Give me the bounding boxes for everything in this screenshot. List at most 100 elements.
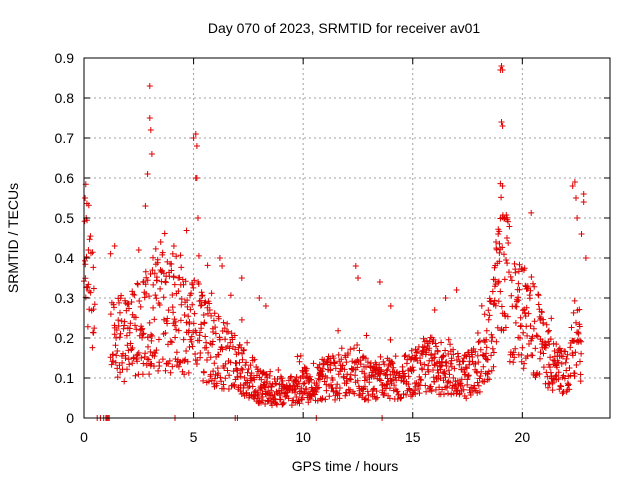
data-point bbox=[343, 389, 350, 396]
data-point bbox=[490, 349, 497, 356]
data-point bbox=[275, 367, 282, 373]
plot-frame bbox=[83, 57, 611, 419]
data-point bbox=[142, 350, 149, 357]
data-point bbox=[543, 342, 549, 349]
data-point bbox=[201, 299, 208, 306]
data-point bbox=[559, 390, 566, 397]
data-point bbox=[512, 345, 519, 352]
data-point bbox=[222, 375, 229, 382]
data-point bbox=[418, 377, 425, 384]
data-point bbox=[478, 368, 485, 375]
y-tick-label: 0.9 bbox=[55, 50, 75, 66]
data-point bbox=[531, 318, 538, 325]
data-point bbox=[539, 338, 546, 345]
data-point bbox=[511, 354, 518, 361]
data-point bbox=[115, 323, 122, 329]
data-point bbox=[195, 281, 202, 287]
data-point bbox=[453, 287, 460, 293]
data-point bbox=[143, 362, 150, 368]
data-point bbox=[491, 297, 498, 304]
data-point bbox=[121, 318, 128, 325]
axis-ticks: 0 0.1 0.2 0.3 0.4 0.5 0.6 0.7 0.8 0.9 0 5 10 15 20 bbox=[55, 50, 610, 445]
data-point bbox=[226, 345, 233, 352]
data-point bbox=[374, 394, 381, 401]
data-point bbox=[389, 360, 396, 367]
data-point bbox=[297, 352, 304, 359]
data-point bbox=[90, 329, 97, 336]
data-point bbox=[215, 351, 222, 358]
data-point bbox=[278, 375, 285, 382]
data-point bbox=[568, 324, 575, 331]
data-point bbox=[184, 303, 191, 310]
data-point bbox=[483, 344, 490, 351]
data-point bbox=[431, 307, 438, 313]
data-point bbox=[226, 372, 233, 379]
x-tick-label: 15 bbox=[405, 429, 421, 445]
data-point bbox=[190, 284, 197, 291]
data-point bbox=[113, 334, 120, 341]
data-point bbox=[175, 288, 182, 295]
data-point bbox=[139, 371, 146, 378]
data-point bbox=[204, 310, 211, 317]
data-point bbox=[152, 292, 159, 299]
data-point bbox=[475, 359, 482, 366]
data-point bbox=[90, 306, 97, 313]
data-point bbox=[352, 372, 359, 379]
data-point bbox=[238, 316, 245, 323]
data-point bbox=[354, 377, 361, 384]
data-point bbox=[525, 310, 532, 317]
x-tick-label: 20 bbox=[515, 429, 531, 445]
data-point bbox=[182, 278, 189, 285]
data-point bbox=[423, 388, 430, 395]
data-point bbox=[530, 325, 537, 332]
data-point bbox=[135, 349, 142, 356]
data-point bbox=[493, 338, 500, 345]
data-point bbox=[474, 352, 481, 359]
data-point bbox=[201, 319, 208, 326]
data-point bbox=[489, 345, 496, 352]
data-point bbox=[166, 357, 173, 364]
data-point bbox=[85, 202, 92, 209]
data-point bbox=[547, 336, 554, 343]
data-point bbox=[526, 295, 533, 302]
data-point bbox=[535, 301, 542, 308]
data-point bbox=[569, 183, 576, 189]
data-point bbox=[130, 355, 137, 362]
data-point bbox=[126, 361, 133, 368]
data-point bbox=[294, 353, 301, 360]
data-point bbox=[131, 292, 138, 298]
data-point bbox=[135, 247, 142, 253]
data-point bbox=[425, 362, 432, 369]
data-point bbox=[450, 374, 457, 381]
data-point bbox=[423, 337, 430, 344]
data-point bbox=[540, 320, 547, 327]
data-point bbox=[474, 389, 481, 396]
data-point bbox=[231, 332, 238, 339]
data-point bbox=[379, 387, 386, 394]
data-point bbox=[560, 372, 567, 379]
data-point bbox=[192, 351, 199, 357]
data-point bbox=[171, 281, 178, 288]
data-point bbox=[162, 278, 169, 285]
data-point bbox=[496, 249, 503, 256]
data-point bbox=[336, 395, 343, 402]
data-point bbox=[498, 63, 505, 69]
data-point bbox=[173, 326, 180, 333]
data-point bbox=[213, 380, 220, 387]
data-point bbox=[192, 131, 199, 137]
data-point bbox=[447, 360, 454, 367]
data-point bbox=[150, 281, 157, 288]
data-point bbox=[262, 303, 269, 309]
data-point bbox=[467, 392, 474, 398]
data-point bbox=[416, 390, 423, 397]
data-point bbox=[327, 367, 334, 374]
data-point bbox=[549, 379, 556, 386]
data-point bbox=[279, 400, 286, 407]
data-point bbox=[112, 359, 119, 366]
data-point bbox=[335, 371, 342, 378]
data-point bbox=[114, 365, 121, 372]
data-point bbox=[197, 302, 204, 309]
data-point bbox=[201, 369, 207, 376]
data-point bbox=[180, 336, 187, 343]
